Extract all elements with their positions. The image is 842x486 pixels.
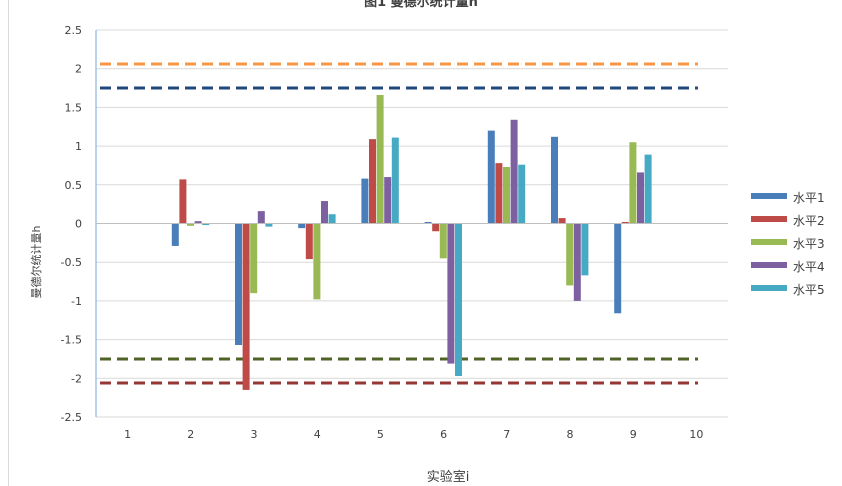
y-tick-label: -2.5 <box>61 411 82 424</box>
bar-1-5 <box>361 178 369 224</box>
legend-label: 水平1 <box>793 191 825 205</box>
bar-4-3 <box>257 211 265 224</box>
bar-1-7 <box>487 130 495 224</box>
x-tick-label: 5 <box>377 428 384 441</box>
y-tick-label: -0.5 <box>61 256 82 269</box>
bar-2-6 <box>432 223 440 232</box>
legend: 水平1 水平2 水平3 水平4 水平5 <box>751 191 825 297</box>
bar-5-6 <box>455 223 462 376</box>
bar-3-4 <box>313 223 321 300</box>
y-tick-label: 0 <box>75 218 82 231</box>
bar-2-4 <box>305 223 313 260</box>
bar-5-9 <box>644 154 652 224</box>
chart-title: 图1 曼德尔统计量h <box>364 0 478 10</box>
y-tick-label: 1 <box>75 140 82 153</box>
bar-3-3 <box>250 223 258 294</box>
bar-5-7 <box>518 164 526 224</box>
x-tick-label: 7 <box>503 428 510 441</box>
bar-4-8 <box>573 223 581 301</box>
axes: 2.5 2 1.5 1 0.5 0 -0.5 -1 -1.5 -2 -2.5 1 2 3 4 5 6 7 8 9 10 <box>61 24 728 441</box>
legend-swatch <box>751 262 787 268</box>
image-frame-edge <box>8 0 9 486</box>
y-tick-label: -2 <box>71 372 82 385</box>
bar-3-8 <box>566 223 574 286</box>
bar-2-5 <box>369 139 376 224</box>
bar-4-7 <box>510 119 518 224</box>
x-tick-label: 4 <box>314 428 321 441</box>
x-tick-label: 2 <box>187 428 194 441</box>
legend-swatch <box>751 216 787 222</box>
y-tick-label: 2 <box>75 63 82 76</box>
bar-4-4 <box>321 201 328 224</box>
y-tick-label: 1.5 <box>65 101 83 114</box>
bar-1-6 <box>424 221 432 224</box>
y-tick-label: 0.5 <box>65 179 83 192</box>
bar-2-3 <box>242 223 250 390</box>
bar-5-2 <box>202 223 210 226</box>
bar-4-9 <box>637 172 644 224</box>
bar-2-8 <box>558 218 566 224</box>
y-tick-label: -1.5 <box>61 334 82 347</box>
legend-swatch <box>751 239 787 245</box>
bar-1-2 <box>171 223 179 246</box>
legend-label: 水平5 <box>793 283 825 297</box>
bar-3-5 <box>376 95 384 224</box>
bar-5-4 <box>328 214 336 224</box>
bar-5-3 <box>265 223 273 227</box>
legend-label: 水平4 <box>793 260 825 274</box>
x-tick-label: 10 <box>689 428 703 441</box>
x-axis-label: 实验室i <box>427 469 470 485</box>
y-axis-label: 曼德尔统计量h <box>29 225 43 298</box>
x-tick-label: 6 <box>440 428 447 441</box>
legend-swatch <box>751 285 787 291</box>
bar-2-9 <box>621 221 629 224</box>
bar-4-5 <box>384 177 392 224</box>
x-tick-label: 9 <box>630 428 637 441</box>
bar-5-8 <box>581 223 589 276</box>
x-tick-label: 1 <box>124 428 131 441</box>
bar-1-9 <box>614 223 622 314</box>
x-tick-label: 8 <box>567 428 574 441</box>
bar-2-2 <box>179 179 187 224</box>
legend-label: 水平3 <box>793 237 825 251</box>
bar-4-6 <box>447 223 455 364</box>
bar-3-9 <box>629 142 637 224</box>
bar-4-2 <box>194 221 202 224</box>
bar-1-4 <box>298 223 306 229</box>
bar-1-8 <box>551 136 558 224</box>
y-tick-label: 2.5 <box>65 24 83 37</box>
legend-label: 水平2 <box>793 214 825 228</box>
x-tick-label: 3 <box>251 428 258 441</box>
bar-3-7 <box>503 167 510 224</box>
bar-2-7 <box>495 163 503 224</box>
bar-3-2 <box>187 223 194 226</box>
control-limit-lines <box>100 62 698 385</box>
bar-5-5 <box>391 137 399 224</box>
bar-3-6 <box>439 223 447 259</box>
y-tick-label: -1 <box>71 295 82 308</box>
legend-swatch <box>751 193 787 199</box>
bar-1-3 <box>235 223 242 346</box>
bars <box>171 95 652 390</box>
